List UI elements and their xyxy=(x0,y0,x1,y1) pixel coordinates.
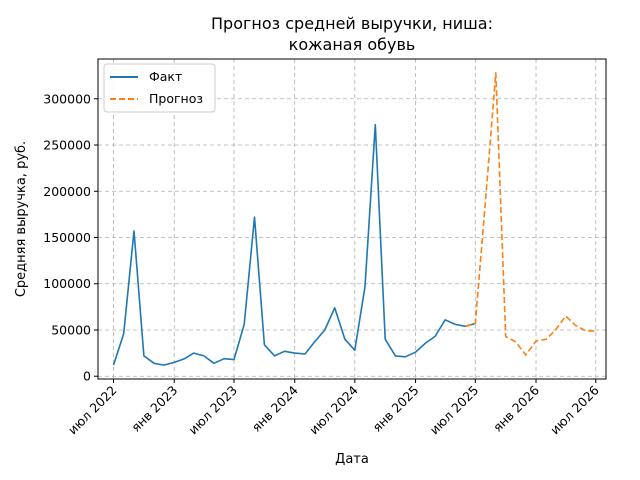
y-tick-label: 100000 xyxy=(43,276,91,291)
y-tick-label: 150000 xyxy=(43,230,91,245)
legend: Факт Прогноз xyxy=(103,63,216,113)
series-line-fact xyxy=(112,123,476,366)
y-tick-label: 250000 xyxy=(43,138,91,153)
chart-title-line2: кожаная обувь xyxy=(289,35,416,54)
y-tick-label: 200000 xyxy=(43,184,91,199)
legend-forecast-label: Прогноз xyxy=(149,91,203,106)
y-axis-label: Средняя выручка, руб. xyxy=(14,141,29,297)
legend-fact-label: Факт xyxy=(149,69,182,84)
plot-frame xyxy=(97,58,607,380)
y-tick-label: 50000 xyxy=(51,322,91,337)
y-tick-label: 300000 xyxy=(43,91,91,106)
x-axis-label: Дата xyxy=(335,452,369,467)
series-lines xyxy=(112,72,596,366)
grid xyxy=(98,59,606,379)
chart-title-line1: Прогноз средней выручки, ниша: xyxy=(211,14,493,33)
y-tick-label: 0 xyxy=(83,369,91,384)
series-line-forecast xyxy=(465,72,596,356)
